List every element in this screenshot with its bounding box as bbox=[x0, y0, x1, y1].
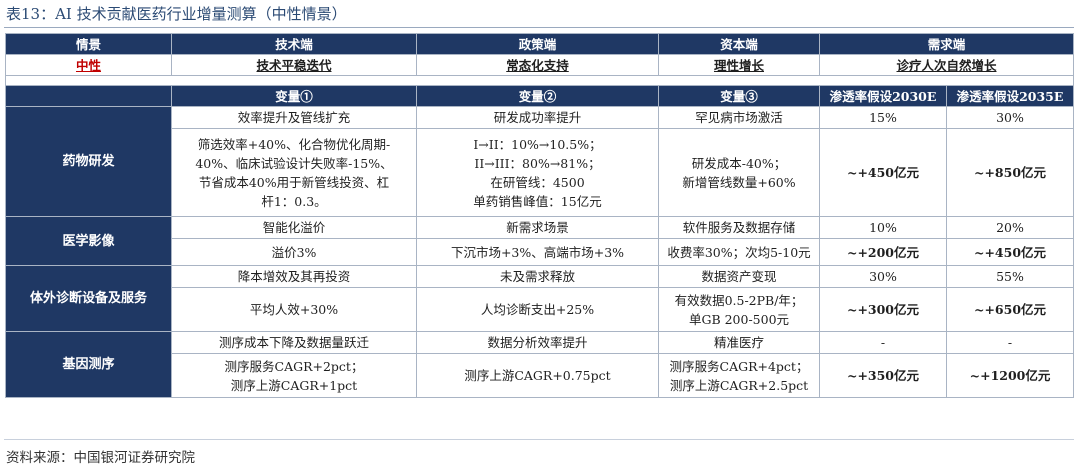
cell-line: 测序服务CAGR+2pct； bbox=[224, 358, 364, 374]
table-cell: 新需求场景 bbox=[416, 216, 659, 239]
cell-line: 单GB 200-500元 bbox=[688, 311, 790, 327]
subheader-cell: 变量② bbox=[416, 85, 659, 107]
table-cell: 智能化溢价 bbox=[171, 216, 417, 239]
table-cell: 30% bbox=[819, 265, 947, 288]
table-cell: 研发成功率提升 bbox=[416, 106, 659, 129]
table-cell: 罕见病市场激活 bbox=[658, 106, 820, 129]
table-cell: ~+300亿元 bbox=[819, 287, 947, 332]
table-cell: 下沉市场+3%、高端市场+3% bbox=[416, 238, 659, 266]
scenario-cell: 常态化支持 bbox=[416, 54, 659, 76]
table-cell: 测序服务CAGR+2pct； 测序上游CAGR+1pct bbox=[171, 353, 417, 398]
subheader-cell: 渗透率假设2030E bbox=[819, 85, 947, 107]
source-divider bbox=[4, 439, 1074, 440]
table-cell: - bbox=[945, 331, 1075, 354]
subheader-cell: 变量③ bbox=[658, 85, 820, 107]
header-cell: 需求端 bbox=[818, 33, 1075, 55]
source-note: 资料来源：中国银河证券研究院 bbox=[6, 450, 195, 466]
subheader-cell bbox=[5, 85, 172, 107]
table-cell: 收费率30%；次均5-10元 bbox=[658, 238, 820, 266]
increment-table: 情景 技术端 政策端 资本端 需求端 中性 技术平稳迭代 常态化支持 理性增长 … bbox=[4, 33, 1075, 398]
table-cell: 溢价3% bbox=[171, 238, 417, 266]
spacer-row bbox=[4, 75, 1075, 86]
table-cell: ~+650亿元 bbox=[945, 287, 1075, 332]
table-row: 溢价3% 下沉市场+3%、高端市场+3% 收费率30%；次均5-10元 ~+200亿元… bbox=[6, 238, 1075, 266]
title-divider bbox=[4, 27, 1074, 28]
table-cell: 效率提升及管线扩充 bbox=[171, 106, 417, 129]
table-cell: 30% bbox=[945, 106, 1075, 129]
table-cell: 20% bbox=[945, 216, 1075, 239]
header-cell: 技术端 bbox=[171, 33, 417, 55]
table-cell: 平均人效+30% bbox=[171, 287, 417, 332]
cell-line: 40%、临床试验设计失败率-15%、 bbox=[195, 155, 393, 171]
table-cell: 数据资产变现 bbox=[658, 265, 820, 288]
table-cell: - bbox=[819, 331, 947, 354]
table-cell: ~+350亿元 bbox=[819, 353, 947, 398]
table-row: 基因测序 测序成本下降及数据量跃迁 数据分析效率提升 精准医疗 - - bbox=[5, 331, 1075, 398]
table-cell: 有效数据0.5-2PB/年； 单GB 200-500元 bbox=[658, 287, 820, 332]
table-cell: 人均诊断支出+25% bbox=[416, 287, 659, 332]
cell-line: 有效数据0.5-2PB/年； bbox=[674, 292, 804, 308]
table-cell: 测序服务CAGR+4pct； 测序上游CAGR+2.5pct bbox=[658, 353, 820, 398]
table-row: 药物研发 效率提升及管线扩充 研发成功率提升 罕见病市场激活 15% 30% bbox=[5, 106, 1075, 217]
section-label: 基因测序 bbox=[5, 331, 172, 398]
table-cell: 研发成本-40%； 新增管线数量+60% bbox=[658, 128, 820, 217]
header-cell: 情景 bbox=[5, 33, 172, 55]
table-cell: 10% bbox=[819, 216, 947, 239]
scenario-cell: 理性增长 bbox=[658, 54, 820, 76]
subheader-cell: 变量① bbox=[171, 85, 417, 107]
table-cell: ~+450亿元 bbox=[819, 128, 947, 217]
cell-line: 节省成本40%用于新管线投资、杠 bbox=[198, 174, 390, 190]
table-cell: 筛选效率+40%、化合物优化周期- 40%、临床试验设计失败率-15%、 节省成本4… bbox=[171, 128, 417, 217]
cell-line: I→II：10%→10.5%； bbox=[473, 136, 602, 152]
table-cell: ~+850亿元 bbox=[945, 128, 1075, 217]
scenario-row: 中性 技术平稳迭代 常态化支持 理性增长 诊疗人次自然增长 bbox=[5, 54, 1075, 76]
table-row: 测序服务CAGR+2pct； 测序上游CAGR+1pct 测序上游CAGR+0.75… bbox=[6, 353, 1075, 398]
cell-line: II→III：80%→81%； bbox=[474, 155, 601, 171]
scenario-cell: 中性 bbox=[5, 54, 172, 76]
table-row: 体外诊断设备及服务 降本增效及其再投资 未及需求释放 数据资产变现 30% 55% bbox=[5, 265, 1075, 332]
cell-line: 筛选效率+40%、化合物优化周期- bbox=[197, 136, 391, 152]
header-row: 情景 技术端 政策端 资本端 需求端 bbox=[5, 33, 1075, 55]
table-cell: ~+1200亿元 bbox=[945, 353, 1075, 398]
cell-line: 单药销售峰值：15亿元 bbox=[473, 193, 602, 209]
table-cell: 测序成本下降及数据量跃迁 bbox=[171, 331, 417, 354]
table-cell: I→II：10%→10.5%； II→III：80%→81%； 在研管线：4500 单… bbox=[416, 128, 659, 217]
scenario-cell: 技术平稳迭代 bbox=[171, 54, 417, 76]
table-cell: 降本增效及其再投资 bbox=[171, 265, 417, 288]
table-cell: 精准医疗 bbox=[658, 331, 820, 354]
table-cell: 数据分析效率提升 bbox=[416, 331, 659, 354]
section-label: 体外诊断设备及服务 bbox=[5, 265, 172, 332]
cell-line: 杆1：0.3。 bbox=[261, 193, 327, 209]
header-cell: 政策端 bbox=[416, 33, 659, 55]
cell-line: 研发成本-40%； bbox=[691, 155, 787, 171]
table-cell: ~+450亿元 bbox=[945, 238, 1075, 266]
table-row: 平均人效+30% 人均诊断支出+25% 有效数据0.5-2PB/年； 单GB 200-… bbox=[6, 287, 1075, 332]
table-cell: ~+200亿元 bbox=[819, 238, 947, 266]
scenario-cell: 诊疗人次自然增长 bbox=[818, 54, 1075, 76]
table-cell: 测序上游CAGR+0.75pct bbox=[416, 353, 659, 398]
cell-line: 测序上游CAGR+2.5pct bbox=[669, 377, 809, 393]
subheader-cell: 渗透率假设2035E bbox=[945, 85, 1075, 107]
table-cell: 55% bbox=[945, 265, 1075, 288]
table-cell: 未及需求释放 bbox=[416, 265, 659, 288]
header-cell: 资本端 bbox=[658, 33, 820, 55]
table-title: 表13：AI 技术贡献医药行业增量测算（中性情景） bbox=[6, 5, 347, 23]
cell-line: 测序服务CAGR+4pct； bbox=[669, 358, 809, 374]
table-cell: 15% bbox=[819, 106, 947, 129]
table-cell: 软件服务及数据存储 bbox=[658, 216, 820, 239]
section-label: 医学影像 bbox=[5, 216, 172, 266]
table-row: 医学影像 智能化溢价 新需求场景 软件服务及数据存储 10% 20% bbox=[5, 216, 1075, 266]
section-label: 药物研发 bbox=[5, 106, 172, 217]
cell-line: 新增管线数量+60% bbox=[682, 174, 796, 190]
cell-line: 测序上游CAGR+1pct bbox=[230, 377, 358, 393]
cell-line: 在研管线：4500 bbox=[490, 174, 585, 190]
subheader-row: 变量① 变量② 变量③ 渗透率假设2030E 渗透率假设2035E bbox=[5, 85, 1075, 107]
